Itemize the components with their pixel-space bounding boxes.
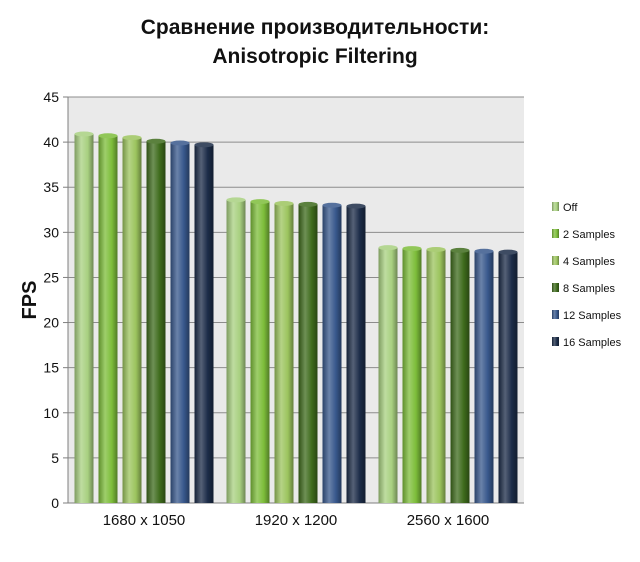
bar [274, 203, 294, 503]
bar [226, 199, 246, 503]
bar-top [98, 133, 118, 139]
plot-area [68, 97, 524, 503]
y-tick-label: 15 [43, 360, 59, 376]
bar-top [402, 246, 422, 252]
bar [346, 206, 366, 503]
gridlines [68, 96, 524, 459]
bar-top [450, 247, 470, 253]
bars [74, 131, 518, 504]
bar [450, 250, 470, 503]
y-axis-label: FPS [19, 281, 41, 320]
legend-swatch [552, 337, 559, 346]
bar [170, 143, 190, 503]
bar [146, 141, 166, 503]
y-tick-label: 25 [43, 269, 59, 285]
bar-top [274, 200, 294, 206]
bar-top [426, 246, 446, 252]
bar [402, 248, 422, 503]
bar-top [74, 131, 94, 137]
bar-top [146, 138, 166, 144]
bar-top [170, 140, 190, 146]
legend-swatch [552, 256, 559, 265]
bar [74, 133, 94, 504]
y-tick-label: 20 [43, 315, 59, 331]
chart-title: Сравнение производительности: [141, 16, 489, 39]
y-tick-label: 45 [43, 89, 59, 105]
legend-label: 4 Samples [563, 256, 615, 268]
bar-top [226, 197, 246, 203]
legend-swatch [552, 310, 559, 319]
legend: Off 2 Samples 4 Samples 8 Samples 12 Samples… [552, 202, 622, 349]
legend-swatch [552, 229, 559, 238]
bar-top [474, 248, 494, 254]
y-tick-label: 10 [43, 405, 59, 421]
bar [426, 249, 446, 503]
y-tick-label: 0 [51, 495, 59, 511]
x-category-label: 2560 x 1600 [407, 512, 490, 529]
legend-label: 16 Samples [563, 337, 622, 349]
bar-top [298, 201, 318, 207]
y-tick-label: 40 [43, 134, 59, 150]
bar [298, 204, 318, 503]
bar-top [322, 202, 342, 208]
y-axis-ticks: 0 5 10 15 20 25 30 35 40 45 [43, 89, 68, 511]
bar-top [250, 199, 270, 205]
bar-top [194, 142, 214, 148]
bar [322, 205, 342, 503]
bar [474, 251, 494, 503]
bar [378, 247, 398, 503]
legend-label: Off [563, 202, 578, 214]
legend-swatch [552, 283, 559, 292]
legend-label: 12 Samples [563, 310, 622, 322]
bar [98, 135, 118, 503]
bar-top [498, 249, 518, 255]
bar [498, 252, 518, 503]
bar [250, 201, 270, 503]
chart-subtitle: Anisotropic Filtering [212, 45, 417, 68]
y-tick-label: 30 [43, 224, 59, 240]
legend-label: 2 Samples [563, 229, 615, 241]
bar-top [122, 135, 142, 141]
bar [194, 144, 214, 503]
legend-swatch [552, 202, 559, 211]
legend-label: 8 Samples [563, 283, 615, 295]
x-category-label: 1920 x 1200 [255, 512, 338, 529]
x-category-label: 1680 x 1050 [103, 512, 186, 529]
y-tick-label: 5 [51, 450, 59, 466]
x-axis-categories: 1680 x 1050 1920 x 1200 2560 x 1600 [103, 512, 490, 529]
y-tick-label: 35 [43, 179, 59, 195]
bar-top [346, 203, 366, 209]
bar-top [378, 245, 398, 251]
bar [122, 137, 142, 503]
